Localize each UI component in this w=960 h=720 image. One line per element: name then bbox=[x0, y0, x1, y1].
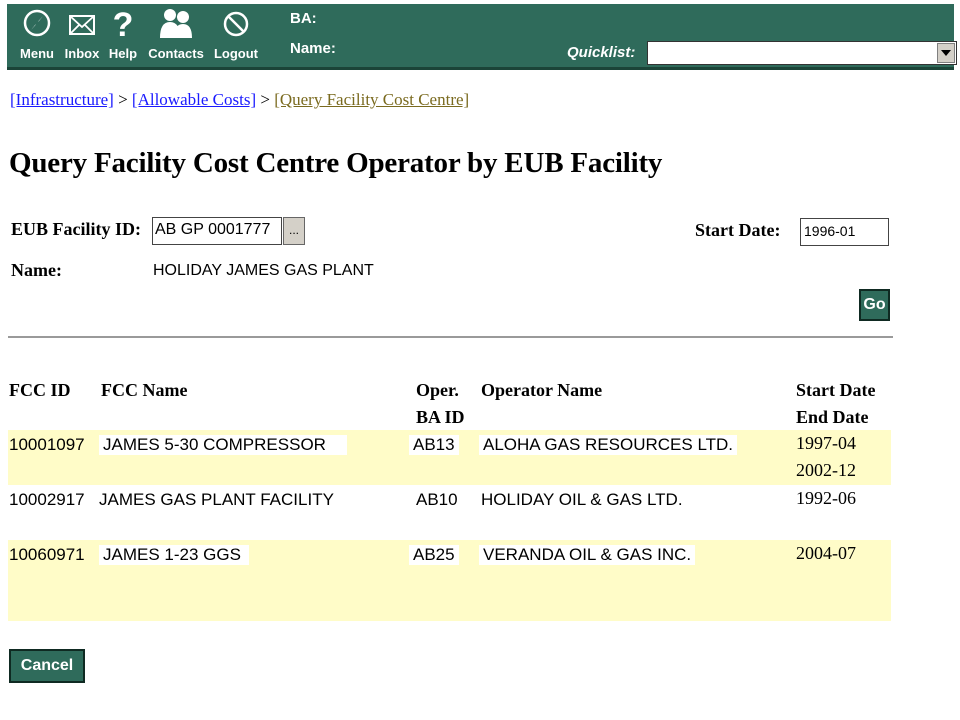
cancel-button[interactable]: Cancel bbox=[9, 649, 85, 683]
cell-operator-name: HOLIDAY OIL & GAS LTD. bbox=[481, 490, 683, 509]
cell-fcc-name: JAMES 1-23 GGS bbox=[99, 545, 249, 565]
start-date-label: Start Date: bbox=[695, 220, 781, 240]
breadcrumb-separator: > bbox=[118, 90, 128, 109]
header-start-date: Start Date bbox=[796, 380, 876, 400]
logout-label: Logout bbox=[213, 46, 259, 61]
no-entry-icon bbox=[223, 11, 249, 37]
quicklist-label: Quicklist: bbox=[567, 44, 636, 61]
table-row[interactable]: 10060971 JAMES 1-23 GGS AB25 VERANDA OIL… bbox=[8, 540, 891, 621]
cell-start-date: 1992-06 bbox=[796, 488, 856, 508]
help-button[interactable]: ? Help bbox=[103, 6, 143, 64]
facility-name-label: Name: bbox=[11, 260, 62, 280]
name-label: Name: bbox=[290, 40, 336, 57]
menu-label: Menu bbox=[20, 46, 54, 61]
inbox-button[interactable]: Inbox bbox=[62, 6, 102, 64]
page-title: Query Facility Cost Centre Operator by E… bbox=[9, 147, 663, 179]
cell-ba-id: AB13 bbox=[409, 435, 459, 455]
compass-icon bbox=[23, 9, 51, 37]
eub-facility-id-input[interactable]: AB GP 0001777 bbox=[152, 217, 282, 245]
cell-fcc-id: 10060971 bbox=[9, 545, 85, 564]
start-date-input[interactable]: 1996-01 bbox=[800, 218, 889, 246]
header-fcc-id: FCC ID bbox=[9, 380, 71, 400]
cell-operator-name: ALOHA GAS RESOURCES LTD. bbox=[479, 435, 738, 455]
envelope-icon bbox=[69, 15, 95, 35]
header-fcc-name: FCC Name bbox=[101, 380, 188, 400]
facility-name-value: HOLIDAY JAMES GAS PLANT bbox=[153, 262, 374, 279]
people-icon bbox=[160, 9, 192, 38]
cell-fcc-name: JAMES 5-30 COMPRESSOR bbox=[99, 435, 347, 455]
quicklist-select[interactable] bbox=[647, 41, 957, 65]
contacts-label: Contacts bbox=[148, 46, 204, 61]
header-end-date: End Date bbox=[796, 407, 869, 427]
logout-button[interactable]: Logout bbox=[210, 6, 262, 64]
breadcrumb-allowable-costs[interactable]: [Allowable Costs] bbox=[131, 90, 257, 109]
ba-label: BA: bbox=[290, 10, 317, 27]
cell-ba-id: AB10 bbox=[416, 490, 458, 509]
header-oper-ba-id: Oper. bbox=[416, 380, 459, 400]
table-row[interactable]: 10001097 JAMES 5-30 COMPRESSOR AB13 ALOH… bbox=[8, 430, 891, 485]
help-label: Help bbox=[108, 46, 138, 61]
dropdown-arrow-icon[interactable] bbox=[937, 43, 955, 63]
header-operator-name: Operator Name bbox=[481, 380, 603, 400]
go-button[interactable]: Go bbox=[859, 289, 890, 321]
top-toolbar: Menu Inbox ? Help Contacts bbox=[0, 0, 960, 72]
browse-button[interactable]: ... bbox=[283, 217, 305, 245]
toolbar-background: Menu Inbox ? Help Contacts bbox=[7, 4, 957, 70]
eub-facility-id-label: EUB Facility ID: bbox=[11, 219, 141, 239]
header-oper-ba-id-line2: BA ID bbox=[416, 407, 465, 427]
breadcrumb: [Infrastructure] > [Allowable Costs] > [… bbox=[10, 90, 469, 110]
divider bbox=[8, 336, 893, 338]
cell-end-date: 2002-12 bbox=[796, 460, 856, 480]
cell-operator-name: VERANDA OIL & GAS INC. bbox=[479, 545, 696, 565]
breadcrumb-infrastructure[interactable]: [Infrastructure] bbox=[10, 90, 114, 109]
breadcrumb-current: [Query Facility Cost Centre] bbox=[274, 90, 470, 109]
cell-fcc-name: JAMES GAS PLANT FACILITY bbox=[99, 490, 334, 509]
cell-fcc-id: 10002917 bbox=[9, 490, 85, 509]
cell-ba-id: AB25 bbox=[409, 545, 459, 565]
contacts-button[interactable]: Contacts bbox=[146, 6, 206, 64]
breadcrumb-separator: > bbox=[260, 90, 270, 109]
table-row[interactable]: 10002917 JAMES GAS PLANT FACILITY AB10 H… bbox=[8, 485, 891, 540]
cell-start-date: 1997-04 bbox=[796, 433, 856, 453]
question-icon: ? bbox=[113, 6, 134, 40]
svg-text:?: ? bbox=[113, 6, 134, 40]
menu-button[interactable]: Menu bbox=[15, 6, 59, 64]
inbox-label: Inbox bbox=[64, 46, 100, 61]
cell-fcc-id: 10001097 bbox=[9, 435, 85, 454]
cell-start-date: 2004-07 bbox=[796, 543, 856, 563]
